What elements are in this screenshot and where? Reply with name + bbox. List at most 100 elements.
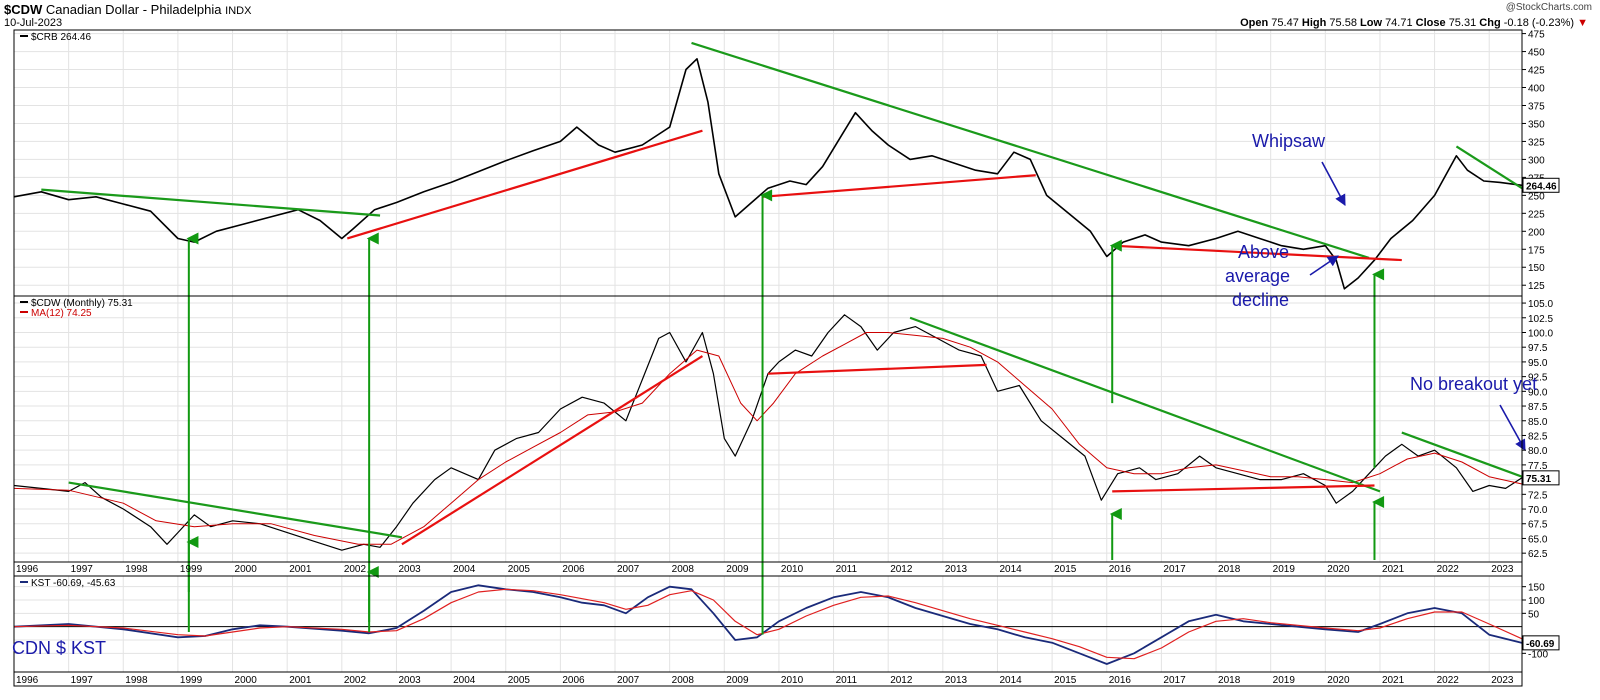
- x-tick-label: 2020: [1327, 564, 1350, 575]
- down-triangle-icon: ▼: [1577, 17, 1588, 29]
- y-tick-label: 72.5: [1528, 490, 1548, 501]
- y-tick-label: 200: [1528, 227, 1545, 238]
- chg-label: Chg: [1479, 17, 1501, 29]
- x-tick-label: 1996: [16, 564, 39, 575]
- y-tick-label: 70.0: [1528, 505, 1548, 516]
- high-value: 75.58: [1329, 17, 1357, 29]
- x-tick-label: 2000: [235, 564, 258, 575]
- x-tick-label: 2021: [1382, 675, 1405, 686]
- y-tick-label: 450: [1528, 48, 1545, 59]
- y-tick-label: -100: [1528, 649, 1548, 660]
- y-tick-label: 150: [1528, 583, 1545, 594]
- x-tick-label: 2019: [1273, 675, 1296, 686]
- last-value-label: 264.46: [1526, 181, 1557, 192]
- y-tick-label: 67.5: [1528, 520, 1548, 531]
- y-tick-label: 85.0: [1528, 417, 1548, 428]
- x-tick-label: 2018: [1218, 675, 1241, 686]
- y-tick-label: 102.5: [1528, 314, 1553, 325]
- series-line-middle-1: [13, 332, 1523, 545]
- y-tick-label: 50: [1528, 609, 1540, 620]
- x-tick-label: 2015: [1054, 675, 1077, 686]
- x-tick-label: 2007: [617, 675, 640, 686]
- y-tick-label: 350: [1528, 119, 1545, 130]
- y-tick-label: 150: [1528, 263, 1545, 274]
- x-tick-label: 2006: [562, 564, 585, 575]
- x-tick-label: 2010: [781, 675, 804, 686]
- y-tick-label: 65.0: [1528, 534, 1548, 545]
- x-tick-label: 1998: [125, 675, 148, 686]
- y-tick-label: 475: [1528, 30, 1545, 41]
- y-tick-label: 325: [1528, 137, 1545, 148]
- x-tick-label: 2014: [999, 564, 1022, 575]
- x-tick-label: 2005: [508, 564, 531, 575]
- high-label: High: [1301, 17, 1327, 29]
- x-tick-label: 2017: [1163, 675, 1186, 686]
- chart-title: $CDW Canadian Dollar - Philadelphia INDX: [4, 2, 251, 17]
- y-tick-label: 62.5: [1528, 549, 1548, 560]
- last-value-badge: [1522, 177, 1560, 193]
- x-tick-label: 2003: [398, 564, 421, 575]
- y-tick-label: 92.5: [1528, 373, 1548, 384]
- legend-ma: MA(12) 74.25: [31, 308, 92, 319]
- x-tick-label: 2021: [1382, 564, 1405, 575]
- x-tick-label: 2009: [726, 675, 749, 686]
- x-tick-label: 2009: [726, 564, 749, 575]
- chg-value: -0.18 (-0.23%): [1503, 17, 1575, 29]
- x-tick-label: 2014: [999, 675, 1022, 686]
- y-tick-label: 100: [1528, 596, 1545, 607]
- legend-middle: $CDW (Monthly) 75.31: [31, 298, 133, 309]
- y-tick-label: 82.5: [1528, 431, 1548, 442]
- series-line-bottom-1: [13, 588, 1523, 660]
- x-tick-label: 2008: [672, 564, 695, 575]
- x-tick-label: 1997: [71, 675, 94, 686]
- exchange: INDX: [225, 5, 252, 17]
- trend-line-red: [1112, 484, 1375, 493]
- low-label: Low: [1360, 17, 1382, 29]
- trend-line-red: [762, 174, 1036, 198]
- chart-date: 10-Jul-2023: [4, 17, 63, 29]
- x-tick-label: 2004: [453, 564, 476, 575]
- annotation-label: CDN $ KST: [12, 638, 106, 658]
- last-value-badge: [1522, 470, 1560, 486]
- x-tick-label: 2000: [235, 675, 258, 686]
- x-tick-label: 2007: [617, 564, 640, 575]
- x-tick-label: 1998: [125, 564, 148, 575]
- x-tick-label: 2001: [289, 564, 312, 575]
- legend-top: $CRB 264.46: [31, 32, 91, 43]
- x-tick-label: 2006: [562, 675, 585, 686]
- stockcharts-credit: @StockCharts.com: [1505, 2, 1592, 13]
- y-tick-label: 425: [1528, 66, 1545, 77]
- y-tick-label: 105.0: [1528, 299, 1553, 310]
- x-tick-label: 2020: [1327, 675, 1350, 686]
- x-tick-label: 1997: [71, 564, 94, 575]
- trend-line-red: [1112, 244, 1402, 262]
- trend-line-red: [346, 129, 703, 240]
- x-tick-label: 2001: [289, 675, 312, 686]
- trend-line-green: [691, 41, 1370, 259]
- last-value-badge: [1522, 635, 1560, 651]
- last-value-label: 75.31: [1526, 474, 1551, 485]
- annotation-label: average: [1225, 266, 1290, 286]
- y-tick-label: 95.0: [1528, 358, 1548, 369]
- x-tick-label: 1996: [16, 675, 39, 686]
- x-tick-label: 2012: [890, 675, 913, 686]
- x-tick-label: 2011: [836, 675, 858, 686]
- instrument-name: Canadian Dollar - Philadelphia: [45, 2, 222, 17]
- x-axis-strip: [13, 671, 1523, 687]
- x-tick-label: 2008: [672, 675, 695, 686]
- y-tick-label: 125: [1528, 281, 1545, 292]
- grid-layer: [13, 30, 1522, 672]
- annotation-label: decline: [1232, 290, 1289, 310]
- x-tick-label: 2023: [1491, 675, 1514, 686]
- low-value: 74.71: [1385, 17, 1413, 29]
- breakout-pointer-arrow: [1499, 404, 1526, 451]
- y-tick-label: 225: [1528, 209, 1545, 220]
- close-label: Close: [1415, 17, 1446, 29]
- series-line-bottom-0: [13, 584, 1523, 665]
- x-tick-label: 2012: [890, 564, 913, 575]
- whipsaw-pointer-arrow: [1321, 161, 1346, 206]
- frame-layer: [13, 29, 1526, 687]
- y-tick-label: 80.0: [1528, 446, 1548, 457]
- trend-line-red: [401, 355, 704, 546]
- y-tick-label: 300: [1528, 155, 1545, 166]
